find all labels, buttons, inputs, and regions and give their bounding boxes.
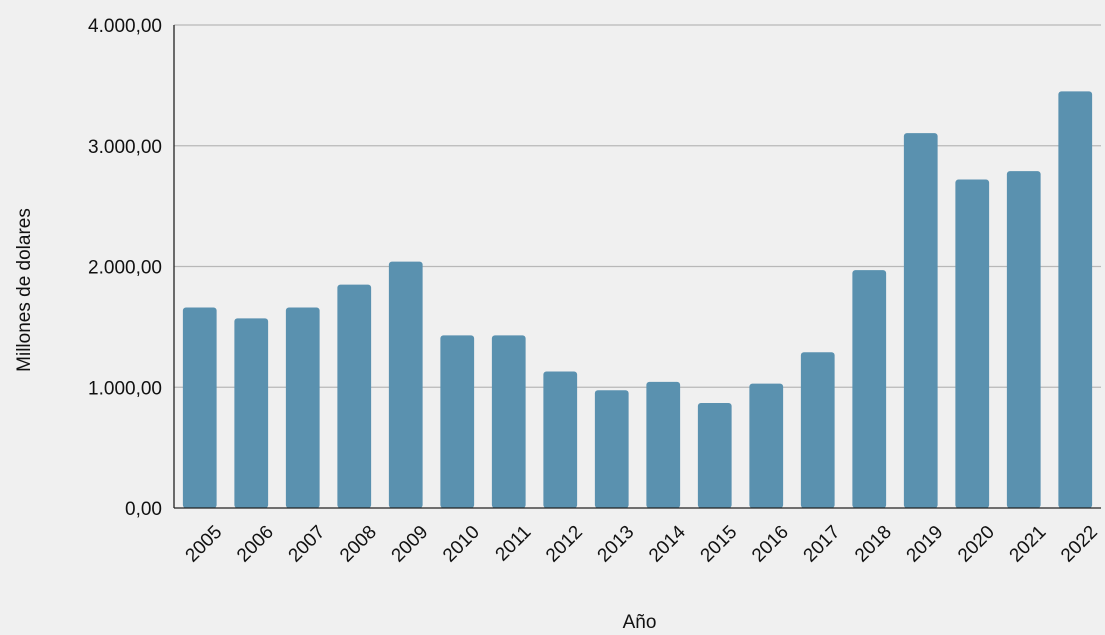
bar-2017: [800, 352, 835, 508]
y-tick-labels: 0,00 1.000,00 2.000,00 3.000,00 4.000,00: [88, 16, 162, 520]
x-tick-label: 2005: [182, 522, 227, 567]
bar-2012: [543, 371, 578, 508]
bar-2016: [749, 383, 784, 508]
y-tick-label: 3.000,00: [88, 137, 162, 158]
x-tick-label: 2018: [851, 522, 896, 567]
x-tick-label: 2012: [542, 522, 587, 567]
y-axis-title: Millones de dolares: [14, 208, 35, 372]
bar-2011: [491, 335, 526, 508]
bar-2013: [594, 390, 629, 508]
x-tick-label: 2020: [954, 522, 999, 567]
bar-2006: [234, 318, 269, 508]
x-tick-label: 2019: [903, 522, 948, 567]
x-tick-label: 2013: [594, 522, 639, 567]
x-tick-label: 2022: [1057, 522, 1102, 567]
x-tick-label: 2008: [336, 522, 381, 567]
x-tick-label: 2014: [645, 521, 690, 566]
x-tick-label: 2011: [492, 522, 536, 566]
x-tick-label: 2017: [800, 522, 845, 567]
bar-2021: [1006, 171, 1041, 509]
x-tick-label: 2016: [748, 522, 793, 567]
x-tick-label: 2009: [388, 522, 433, 567]
bar-2015: [697, 402, 732, 508]
bar-2005: [182, 307, 217, 508]
bar-2014: [646, 381, 681, 508]
x-tick-label: 2021: [1006, 522, 1051, 567]
bar-2008: [337, 284, 372, 508]
bar-2018: [852, 270, 887, 508]
x-tick-labels: 2005 2006 2007 2008 2009 2010 2011 2012 2013 2014…: [182, 521, 1102, 566]
y-tick-label: 1.000,00: [88, 378, 162, 399]
grid-lines: [174, 24, 1101, 388]
bar-2019: [903, 133, 938, 509]
x-axis-title: Año: [623, 612, 657, 633]
y-tick-label: 4.000,00: [88, 16, 162, 37]
axes: [173, 25, 1101, 509]
bars: [182, 91, 1093, 509]
y-tick-label: 0,00: [125, 499, 162, 520]
y-tick-label: 2.000,00: [88, 258, 162, 279]
x-tick-label: 2010: [439, 522, 484, 567]
bar-2009: [388, 261, 423, 508]
bar-2022: [1058, 91, 1093, 508]
x-tick-label: 2015: [697, 522, 742, 567]
bar-2010: [440, 335, 475, 508]
bar-2020: [955, 179, 990, 508]
x-tick-label: 2006: [233, 522, 278, 567]
x-tick-label: 2007: [285, 522, 330, 567]
bar-2007: [285, 307, 320, 508]
